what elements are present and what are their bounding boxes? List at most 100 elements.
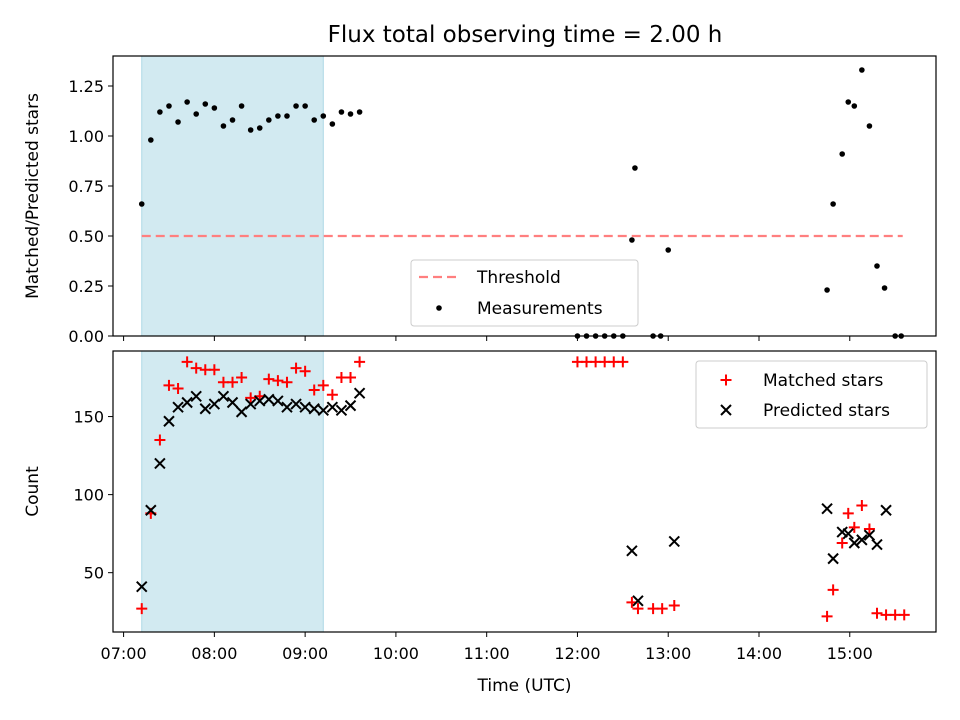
legend-bottom: Matched stars Predicted stars: [695, 360, 928, 429]
measurement-point: [157, 109, 163, 115]
predicted-star-point: [235, 406, 248, 418]
measurement-point: [202, 101, 209, 107]
y-tick-label: 100: [73, 486, 104, 505]
matched-star-point: [154, 434, 166, 446]
predicted-star-point: [254, 395, 266, 407]
measurement-point: [824, 287, 830, 293]
measurement-point: [845, 99, 852, 105]
predicted-star-point: [244, 398, 257, 410]
matched-star-point: [181, 356, 193, 368]
predicted-star-point: [281, 401, 293, 413]
predicted-star-point: [668, 535, 680, 548]
figure-title: Flux total observing time = 2.00 h: [328, 22, 723, 48]
matched-star-point: [821, 610, 833, 622]
matched-star-point: [208, 364, 220, 376]
measurement-point: [338, 109, 345, 115]
predicted-star-point: [190, 390, 202, 402]
predicted-star-point: [163, 415, 175, 427]
measurement-point: [284, 113, 290, 119]
legend-frame: [410, 259, 639, 327]
legend-matched-label: Matched stars: [763, 371, 883, 391]
top-panel: 0.00 0.25 0.50 0.75 1.00 1.25 Matched/Predicte…: [23, 55, 937, 346]
x-tick-label: 08:00: [191, 644, 237, 663]
legend-threshold-label: Threshold: [476, 268, 561, 288]
measurement-point: [839, 151, 846, 157]
x-tick-label: 11:00: [464, 644, 510, 663]
legend-measurement-label: Measurements: [477, 299, 603, 319]
measurement-point: [859, 67, 865, 73]
predicted-star-point: [317, 404, 329, 417]
matched-star-point: [345, 372, 357, 384]
predicted-star-point: [263, 393, 275, 406]
measurement-point: [211, 105, 218, 111]
legend-predicted-swatch: [720, 404, 732, 416]
matched-star-point: [227, 376, 239, 388]
predicted-star-point: [827, 552, 839, 565]
measurement-point: [881, 285, 888, 291]
matched-star-point: [172, 382, 184, 394]
matched-star-point: [299, 365, 311, 377]
matched-star-point: [863, 523, 875, 535]
predicted-star-point: [856, 534, 868, 546]
matched-star-point: [272, 375, 284, 387]
predicted-star-point: [871, 538, 883, 551]
measurement-point: [256, 125, 263, 131]
legend-matched-swatch: [720, 374, 732, 386]
predicted-star-point: [880, 504, 892, 516]
y-tick-label: 50: [84, 564, 104, 583]
y-axis-label: Count: [23, 466, 43, 517]
matched-star-point: [236, 372, 248, 384]
predicted-star-point: [326, 401, 339, 413]
predicted-star-point: [154, 457, 166, 470]
matched-star-point: [290, 362, 302, 374]
legend-predicted-label: Predicted stars: [763, 401, 890, 421]
y-tick-label: 1.00: [68, 127, 104, 146]
measurement-point: [247, 127, 254, 133]
legend-frame: [695, 360, 928, 429]
predicted-star-point: [272, 395, 284, 407]
predicted-star-point: [863, 529, 876, 541]
matched-star-point: [871, 607, 883, 619]
measurement-point: [302, 103, 308, 109]
measurement-point: [220, 123, 227, 129]
predicted-star-point: [335, 404, 348, 417]
measurement-point: [275, 113, 281, 119]
measurement-point: [320, 113, 327, 119]
y-tick-label: 0.25: [68, 277, 104, 296]
x-tick-label: 13:00: [645, 644, 691, 663]
x-tick-label: 10:00: [373, 644, 419, 663]
y-tick-label: 150: [73, 408, 104, 427]
axes-frame: [112, 55, 937, 337]
predicted-star-point: [848, 537, 861, 549]
predicted-star-point: [344, 399, 357, 412]
measurement-point: [629, 237, 635, 243]
measurement-point: [293, 103, 299, 109]
x-tick-label: 07:00: [101, 644, 147, 663]
predicted-star-point: [145, 504, 157, 516]
y-axis-label: Matched/Predicted stars: [23, 93, 43, 299]
matched-star-point: [190, 362, 202, 374]
measurement-point: [175, 119, 181, 125]
y-tick-label: 0.50: [68, 227, 104, 246]
measurement-point: [148, 137, 154, 143]
x-tick-label: 12:00: [554, 644, 600, 663]
y-tick-label: 0.00: [68, 327, 104, 346]
matched-star-point: [827, 584, 839, 596]
matched-star-point: [281, 376, 293, 388]
y-tick-label: 1.25: [68, 77, 104, 96]
matched-star-point: [163, 379, 175, 391]
matched-star-point: [848, 521, 860, 533]
predicted-star-point: [199, 403, 211, 415]
predicted-star-point: [842, 527, 854, 540]
measurement-point: [866, 123, 873, 129]
series-predicted-stars: [136, 387, 892, 607]
x-tick-label: 14:00: [736, 644, 782, 663]
measurement-point: [266, 117, 272, 123]
matched-star-point: [632, 603, 644, 615]
predicted-star-point: [308, 403, 320, 415]
predicted-star-point: [632, 595, 644, 607]
x-tick-label: 15:00: [827, 644, 873, 663]
matched-star-point: [245, 392, 257, 404]
measurement-point: [229, 117, 236, 123]
axes-frame: [112, 350, 937, 633]
